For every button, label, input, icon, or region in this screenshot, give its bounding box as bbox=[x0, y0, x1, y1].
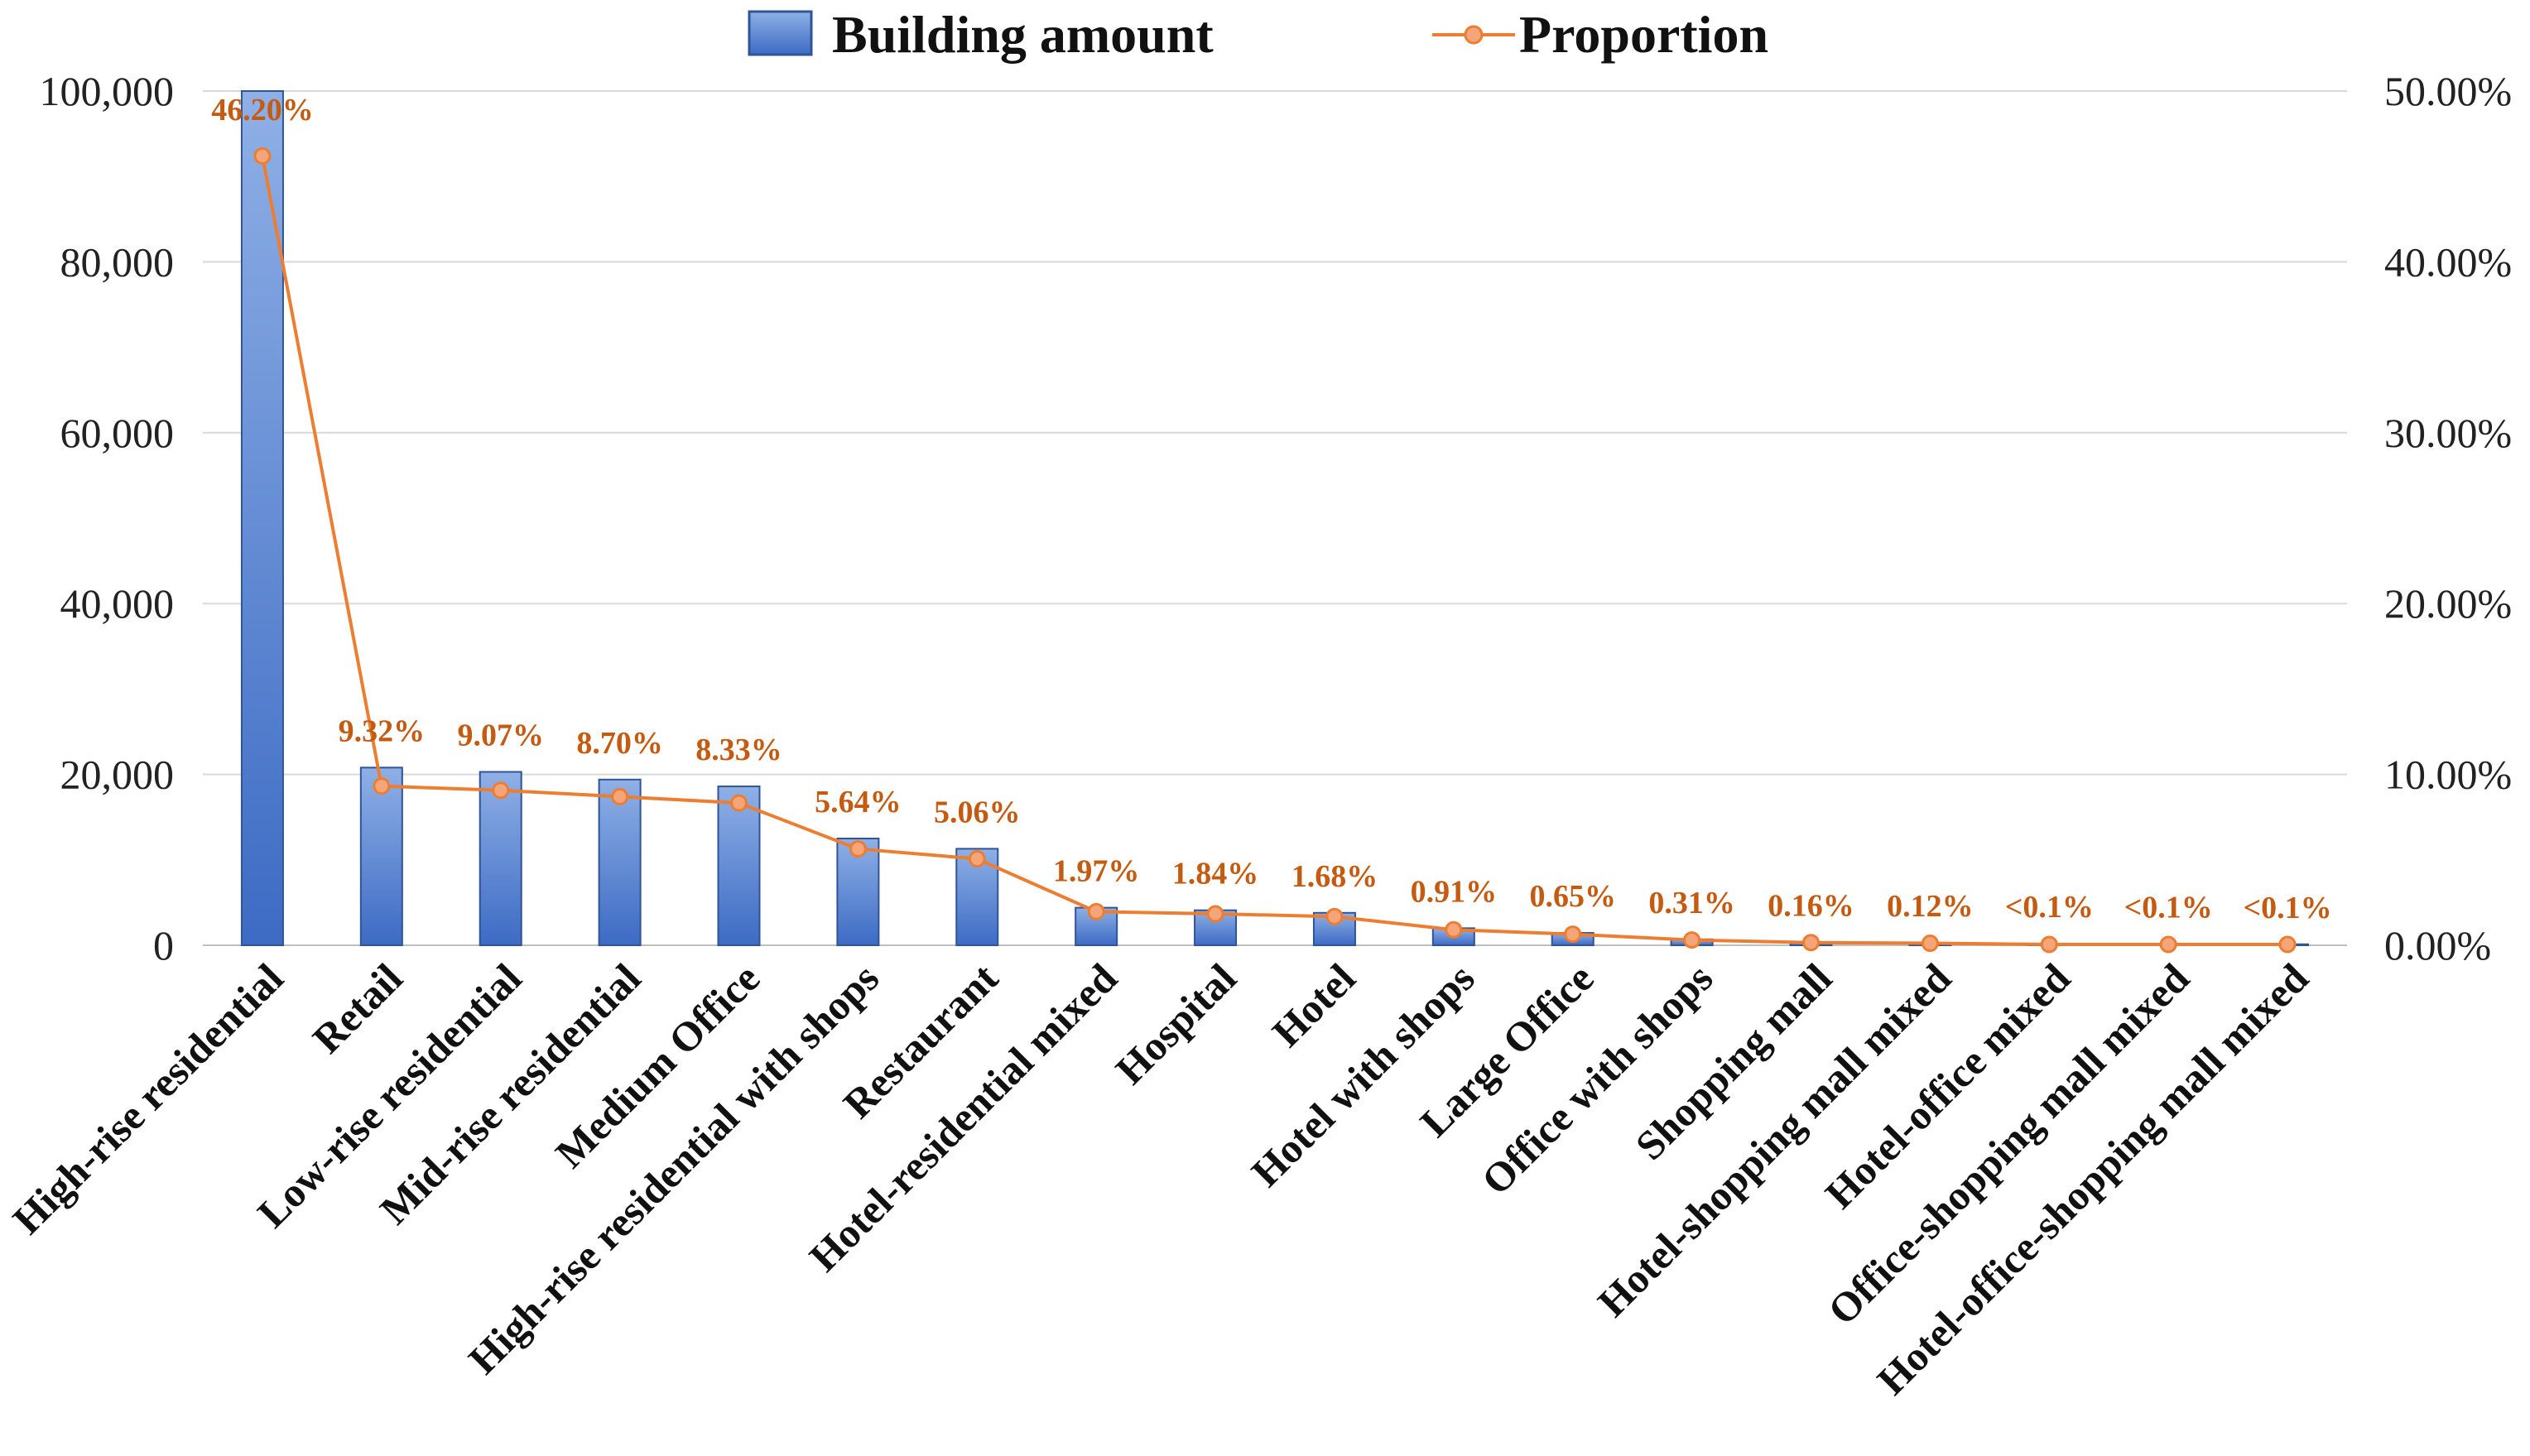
legend-label-proportion: Proportion bbox=[1519, 5, 1768, 64]
proportion-data-label: 5.64% bbox=[815, 785, 902, 819]
legend-swatch-building-amount bbox=[748, 10, 813, 56]
category-tick-label: Retail bbox=[304, 954, 411, 1062]
bar bbox=[479, 771, 522, 947]
proportion-point bbox=[2278, 935, 2297, 954]
proportion-point bbox=[611, 787, 629, 805]
category-tick-label: Hospital bbox=[1107, 954, 1245, 1093]
right-axis-tick-label: 40.00% bbox=[2384, 238, 2512, 285]
proportion-line bbox=[260, 156, 2288, 946]
bar bbox=[359, 766, 403, 946]
proportion-data-label: 0.91% bbox=[1411, 874, 1498, 909]
proportion-point bbox=[492, 781, 510, 800]
left-axis-tick-label: 60,000 bbox=[60, 410, 175, 456]
right-axis-tick-label: 20.00% bbox=[2384, 580, 2512, 627]
left-axis-tick-label: 100,000 bbox=[40, 68, 175, 114]
left-axis-tick-label: 40,000 bbox=[60, 580, 175, 627]
bar bbox=[598, 778, 642, 946]
category-tick-label: Hotel bbox=[1263, 954, 1364, 1055]
legend-label-building-amount: Building amount bbox=[832, 5, 1214, 64]
category-tick-label: Hotel-office-shopping mall mixed bbox=[1868, 954, 2317, 1404]
legend: Building amount Proportion bbox=[748, 5, 1768, 64]
proportion-data-label: <0.1% bbox=[2243, 891, 2331, 925]
proportion-point bbox=[1683, 931, 1701, 949]
proportion-point bbox=[1564, 925, 1582, 944]
line-series-proportion: 46.20% 9.32% 9.07% 8.70% 8.33% 5.64% 5.06% 1.97… bbox=[211, 93, 2332, 954]
proportion-point bbox=[1921, 935, 1939, 953]
proportion-data-label: 9.07% bbox=[457, 718, 544, 753]
proportion-point bbox=[1206, 905, 1224, 923]
category-tick-label: Hotel with shops bbox=[1243, 954, 1484, 1195]
bar bbox=[717, 786, 761, 946]
proportion-data-label: 0.16% bbox=[1768, 888, 1854, 923]
proportion-point bbox=[2159, 935, 2177, 954]
gridlines bbox=[203, 90, 2347, 946]
category-tick-label: Medium Office bbox=[546, 954, 768, 1176]
proportion-point bbox=[1325, 907, 1344, 925]
proportion-data-label: 46.20% bbox=[211, 93, 314, 127]
proportion-data-label: 0.12% bbox=[1887, 889, 1974, 924]
proportion-data-label: 0.31% bbox=[1648, 886, 1735, 920]
left-axis-tick-label: 20,000 bbox=[60, 752, 175, 798]
proportion-data-label: 1.84% bbox=[1172, 857, 1259, 891]
proportion-data-label: <0.1% bbox=[2124, 890, 2213, 925]
proportion-point bbox=[730, 794, 748, 812]
right-axis-tick-label: 10.00% bbox=[2384, 752, 2512, 798]
proportion-data-label: 1.68% bbox=[1291, 859, 1378, 894]
proportion-point bbox=[373, 777, 391, 795]
right-axis: 0.00% 10.00% 20.00% 30.00% 40.00% 50.00% bbox=[2384, 68, 2512, 968]
right-axis-tick-label: 30.00% bbox=[2384, 410, 2512, 456]
proportion-point bbox=[1445, 920, 1463, 939]
proportion-data-label: 8.33% bbox=[695, 733, 782, 767]
proportion-point bbox=[849, 840, 867, 858]
legend-swatch-proportion-marker bbox=[1464, 25, 1484, 45]
left-axis-tick-label: 80,000 bbox=[60, 238, 175, 285]
proportion-point bbox=[253, 147, 272, 165]
proportion-data-label: 5.06% bbox=[934, 795, 1021, 829]
proportion-point bbox=[968, 850, 986, 868]
proportion-point bbox=[1802, 934, 1820, 952]
proportion-data-label: <0.1% bbox=[2005, 890, 2094, 925]
bar bbox=[240, 90, 284, 946]
proportion-data-label: 1.97% bbox=[1053, 854, 1140, 889]
proportion-data-label: 9.32% bbox=[339, 714, 426, 748]
bar-series-building-amount bbox=[240, 90, 2310, 947]
proportion-point bbox=[1087, 902, 1105, 920]
category-tick-label: High-rise residential bbox=[3, 954, 291, 1242]
proportion-data-label: 0.65% bbox=[1529, 879, 1616, 914]
left-axis: 0 20,000 40,000 60,000 80,000 100,000 bbox=[40, 68, 175, 968]
proportion-point bbox=[2040, 935, 2058, 954]
right-axis-tick-label: 0.00% bbox=[2384, 922, 2491, 968]
proportion-data-label: 8.70% bbox=[576, 726, 663, 761]
right-axis-tick-label: 50.00% bbox=[2384, 68, 2512, 114]
left-axis-tick-label: 0 bbox=[153, 922, 174, 968]
